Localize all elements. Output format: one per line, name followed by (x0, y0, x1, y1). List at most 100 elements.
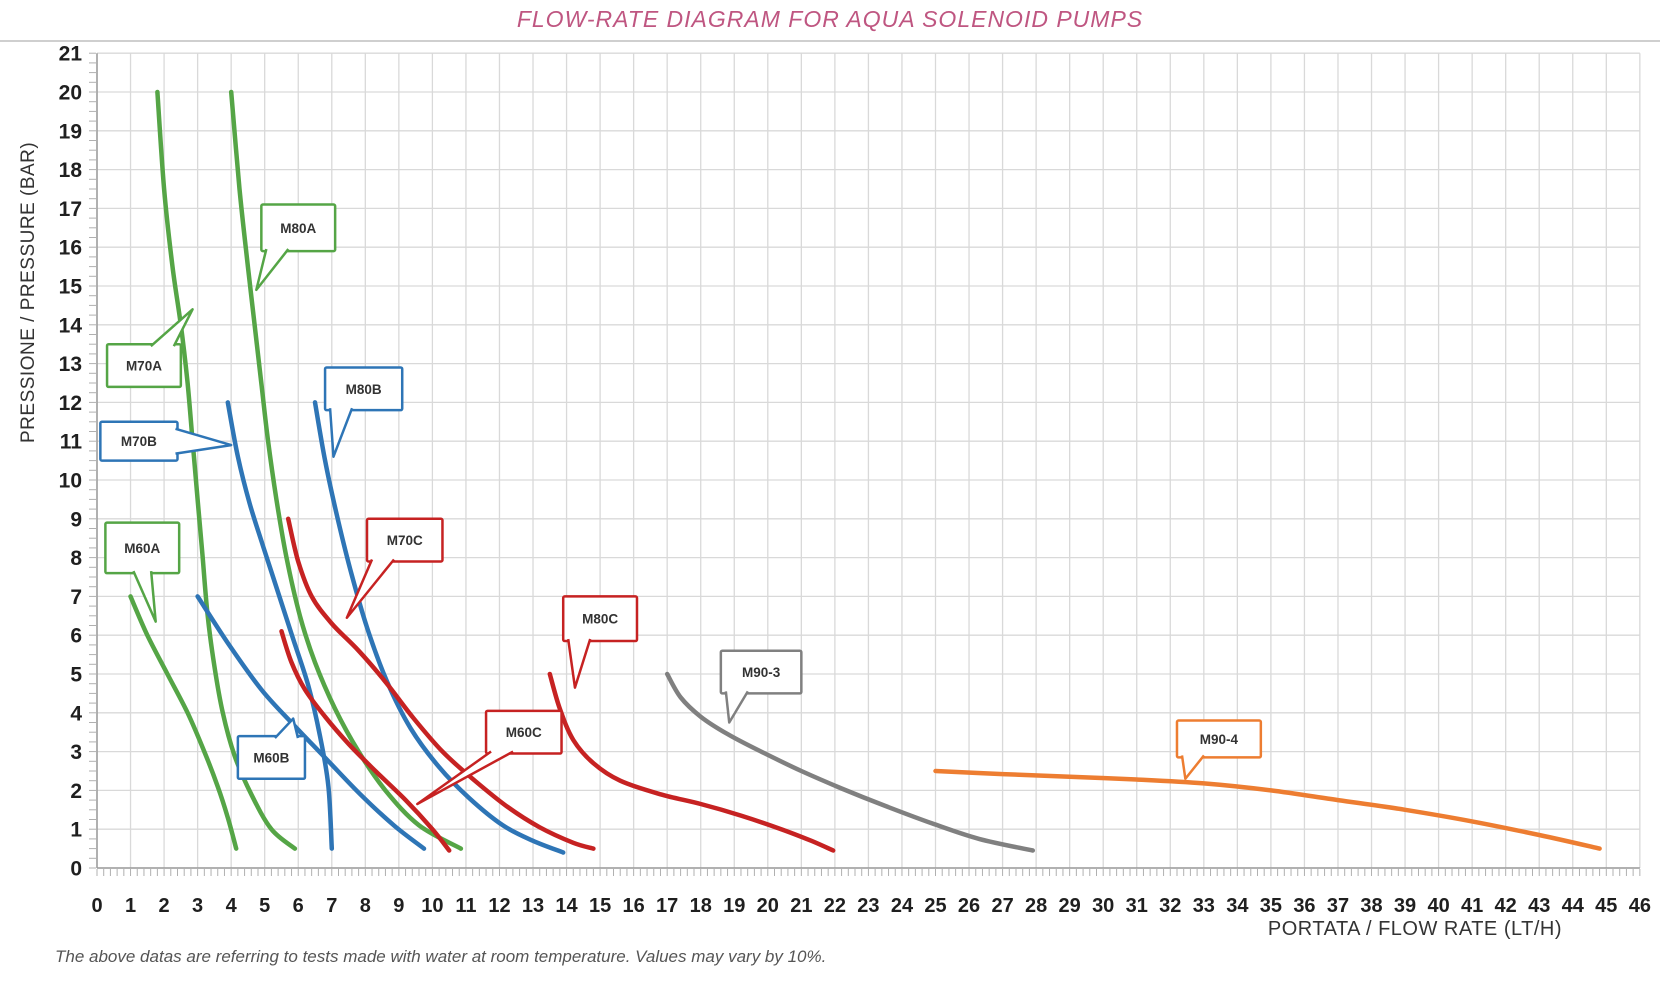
x-tick-label: 37 (1327, 895, 1349, 917)
callout-m60a: M60A (104, 521, 181, 623)
callout-label: M90-4 (1200, 732, 1239, 747)
y-tick-label: 11 (60, 431, 83, 454)
x-tick-label: 5 (259, 895, 270, 917)
curve-m70c (285, 516, 596, 851)
x-tick-label: 23 (857, 895, 879, 917)
y-tick-label: 16 (59, 237, 82, 260)
curve-m80a (228, 89, 464, 851)
callout-label: M60A (124, 541, 160, 556)
x-tick-label: 43 (1528, 895, 1550, 917)
callout-m70a: M70A (105, 308, 194, 389)
x-axis-title: PORTATA / FLOW RATE (LT/H) (1267, 918, 1562, 940)
y-tick-label: 19 (59, 120, 82, 143)
x-tick-label: 38 (1360, 895, 1382, 917)
x-tick-label: 8 (360, 895, 371, 917)
callout-label: M60B (253, 750, 289, 765)
x-tick-label: 19 (723, 895, 745, 917)
curve-m60b (195, 594, 427, 851)
callout-m60b: M60B (236, 717, 307, 781)
chart-title: FLOW-RATE DIAGRAM FOR AQUA SOLENOID PUMP… (516, 6, 1144, 32)
curve-m90-3 (664, 671, 1036, 853)
callout-m80c: M80C (561, 595, 639, 689)
x-tick-label: 36 (1293, 895, 1315, 917)
x-tick-label: 17 (656, 895, 678, 917)
callout-m60c: M60C (416, 709, 563, 806)
x-tick-label: 41 (1461, 895, 1483, 917)
x-tick-label: 14 (555, 895, 578, 917)
y-tick-label: 0 (70, 858, 82, 881)
callout-label: M60C (506, 725, 542, 740)
x-tick-label: 7 (326, 895, 337, 917)
x-tick-label: 29 (1059, 895, 1081, 917)
x-tick-label: 27 (991, 895, 1013, 917)
y-axis-title: PRESSIONE / PRESSURE (BAR) (18, 141, 39, 443)
y-tick-label: 17 (59, 198, 82, 221)
callout-m70b: M70B (99, 420, 233, 462)
callouts: M60A M70A M80A M60B M70B M80B M60C M70C M80C M90-… (99, 203, 1263, 806)
x-tick-labels: 0 1 2 3 4 5 6 7 8 9 10 11 12 13 14 15 16 17 18 19 20 21 22 23 24… (91, 895, 1651, 917)
footnote: The above datas are referring to tests m… (55, 947, 827, 966)
x-tick-label: 25 (924, 895, 946, 917)
x-tick-label: 12 (488, 895, 510, 917)
x-tick-label: 10 (421, 895, 443, 917)
x-tick-label: 16 (623, 895, 645, 917)
x-tick-label: 30 (1092, 895, 1114, 917)
x-tick-label: 44 (1562, 895, 1585, 917)
x-tick-label: 9 (393, 895, 404, 917)
x-tick-label: 33 (1193, 895, 1215, 917)
curve-m80c (547, 671, 836, 853)
y-tick-label: 15 (59, 276, 83, 299)
x-tick-label: 6 (293, 895, 304, 917)
x-tick-label: 20 (757, 895, 779, 917)
y-tick-label: 18 (59, 159, 83, 182)
x-tick-label: 28 (1025, 895, 1047, 917)
x-tick-label: 15 (589, 895, 611, 917)
x-tick-label: 45 (1595, 895, 1617, 917)
y-tick-label: 10 (59, 470, 82, 493)
x-tick-label: 22 (824, 895, 846, 917)
y-tick-label: 20 (59, 82, 82, 105)
curve-m60c (279, 629, 452, 853)
x-tick-label: 46 (1629, 895, 1651, 917)
y-tick-label: 8 (70, 547, 82, 570)
x-tick-label: 3 (192, 895, 203, 917)
axes (96, 53, 1640, 869)
x-tick-label: 18 (690, 895, 712, 917)
x-tick-label: 35 (1260, 895, 1282, 917)
curve-m70b (225, 400, 335, 851)
y-tick-label: 4 (70, 702, 82, 725)
x-tick-label: 39 (1394, 895, 1416, 917)
y-tick-label: 6 (70, 625, 82, 648)
y-tick-label: 5 (70, 664, 82, 687)
curve-m80b (312, 400, 566, 855)
y-tick-label: 1 (70, 819, 82, 842)
y-tick-label: 14 (59, 314, 83, 337)
callout-label: M70A (126, 359, 162, 374)
x-tick-label: 11 (455, 895, 476, 917)
x-tick-label: 31 (1126, 895, 1148, 917)
minor-ticks (89, 52, 1641, 876)
x-tick-label: 24 (891, 895, 914, 917)
callout-m80b: M80B (323, 366, 404, 458)
curves (128, 89, 1602, 855)
x-tick-label: 13 (522, 895, 544, 917)
callout-label: M80B (346, 382, 382, 397)
gridlines (96, 52, 1641, 869)
callout-m80a: M80A (255, 203, 337, 292)
callout-m70c: M70C (345, 517, 444, 619)
callout-label: M80C (582, 612, 618, 627)
callout-label: M70C (387, 533, 423, 548)
curve-m90-4 (933, 768, 1602, 851)
curve-m70a (155, 89, 298, 851)
y-tick-label: 13 (59, 353, 82, 376)
y-tick-label: 21 (59, 43, 83, 66)
y-tick-label: 7 (70, 586, 82, 609)
curve-m60a (128, 594, 239, 851)
x-tick-label: 2 (159, 895, 170, 917)
x-tick-label: 32 (1159, 895, 1181, 917)
title-separator (0, 40, 1660, 42)
x-tick-label: 1 (125, 895, 136, 917)
callout-m90-4: M90-4 (1175, 719, 1263, 781)
